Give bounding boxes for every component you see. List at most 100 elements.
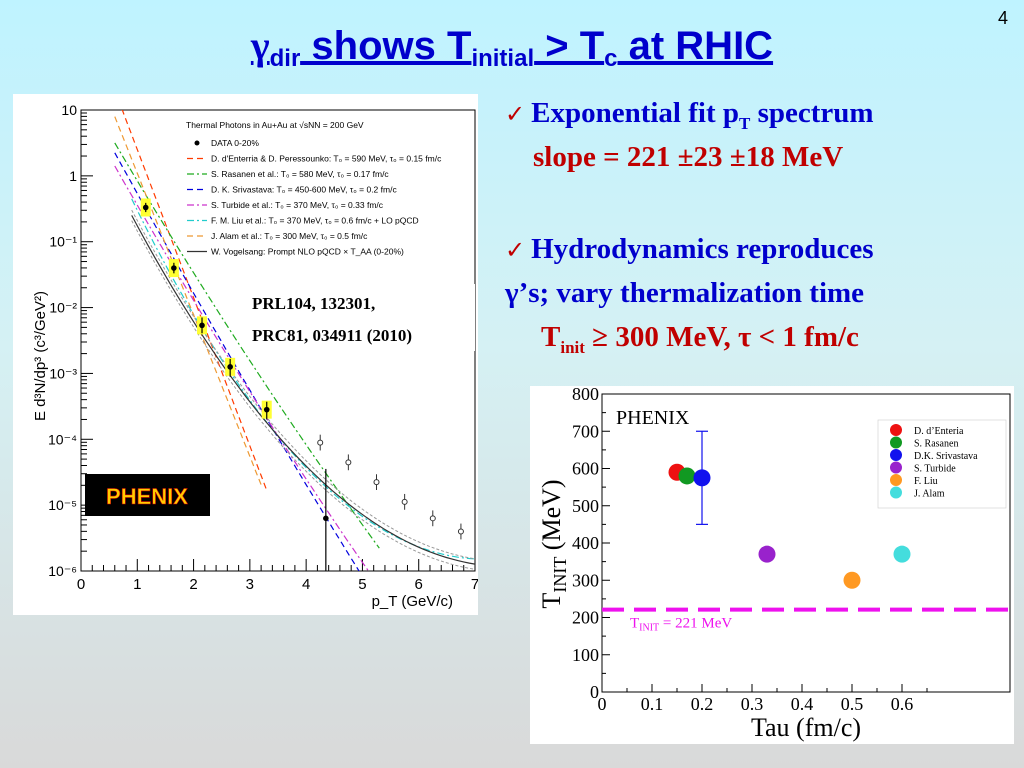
tinit-legend-swatch: [890, 436, 902, 449]
tinit-xtick-label: 0.1: [641, 694, 664, 714]
title-at: at RHIC: [617, 24, 774, 68]
spectrum-ref-point: [457, 528, 464, 535]
phenix-logo: [85, 474, 210, 516]
title-gamma: γ: [250, 23, 270, 68]
spectrum-data-point: [199, 322, 205, 329]
tinit-ytick-label: 600: [572, 459, 599, 479]
bullet-2-text-a: Hydrodynamics reproduces: [531, 233, 874, 265]
spectrum-chart: 0 1 2 3 4 5 6 7 10⁻⁶ 10⁻⁵ 10⁻⁴ 10⁻³ 10⁻² 10⁻¹ 1 10 Ther…: [13, 94, 479, 615]
spectrum-series-line: [114, 116, 262, 485]
tinit-ylabel: TINIT (MeV): [537, 479, 570, 608]
tinit-ytick-label: 400: [572, 533, 599, 553]
tinit-xtick-label: 0.4: [791, 694, 814, 714]
spectrum-xtick-label: 4: [302, 576, 310, 593]
title-sub-dir: dir: [269, 45, 301, 72]
spectrum-ytick-label: 1: [69, 168, 77, 184]
tinit-ytick-label: 100: [572, 645, 599, 665]
tinit-point: [693, 469, 711, 487]
tinit-chart: 0 0.1 0.2 0.3 0.4 0.5 0.6 0 100 200 300 400 500 600 70…: [530, 384, 1014, 744]
spectrum-data-point: [227, 364, 233, 370]
tinit-ytick-label: 800: [572, 386, 599, 404]
spectrum-ytick-label: 10⁻⁶: [48, 563, 77, 579]
spectrum-ref-point: [373, 479, 380, 486]
spectrum-series-line: [131, 215, 475, 565]
tinit-fit-label-t: T: [630, 616, 639, 632]
spectrum-xtick-label: 0: [77, 576, 85, 593]
spectrum-legend-label: D. d'Enterria & D. Peressounko: T₀ = 590…: [211, 154, 442, 164]
bullet-1: ✓ Exponential fit pT spectrum: [505, 92, 874, 136]
check-icon: ✓: [505, 100, 526, 128]
bullet-2-tinit: T: [541, 321, 561, 353]
tinit-xlabel: Tau (fm/c): [751, 713, 861, 742]
tinit-legend-swatch: [890, 486, 902, 499]
bullet-2-tinit-sub: init: [560, 337, 585, 357]
bullet-1-sub: T: [738, 113, 751, 133]
spectrum-xtick-label: 7: [471, 576, 478, 593]
tinit-ylabel-sub: INIT: [550, 557, 570, 593]
bullet-1-text-b: spectrum: [750, 97, 874, 129]
tinit-legend-label: D.K. Srivastava: [914, 451, 978, 462]
tinit-xtick-label: 0.5: [841, 694, 864, 714]
spectrum-ytick-label: 10⁻⁴: [48, 431, 77, 447]
tinit-chart-svg: 0 0.1 0.2 0.3 0.4 0.5 0.6 0 100 200 300 400 500 600 70…: [537, 384, 1011, 742]
spectrum-xlabel: p_T (GeV/c): [372, 593, 453, 610]
spectrum-ylabel: E d³N/dp³ (c³/GeV²): [32, 291, 49, 421]
spectrum-series-line: [114, 142, 380, 549]
tinit-ylabel-main: T: [537, 593, 566, 609]
tinit-ylabel-unit: (MeV): [537, 479, 566, 556]
spectrum-legend-label: D. K. Srivastava: T₀ = 450-600 MeV, τ₀ =…: [211, 185, 397, 195]
spectrum-band-line: [131, 220, 475, 570]
tinit-legend-label: D. d’Enteria: [914, 426, 964, 437]
tinit-fit-label-sub: INIT: [639, 623, 659, 634]
spectrum-band-line: [131, 209, 475, 560]
spectrum-data-point: [263, 406, 270, 413]
spectrum-legend-label: S. Rasanen et al.: T₀ = 580 MeV, τ₀ = 0.…: [211, 169, 389, 179]
spectrum-legend-label: J. Alam et al.: T₀ = 300 MeV, τ₀ = 0.5 f…: [211, 231, 368, 241]
spectrum-legend-swatch: [194, 140, 200, 146]
bullet-1-text-a: Exponential fit p: [531, 97, 739, 129]
bullet-2-line-2: γ’s; vary thermalization time: [505, 277, 865, 309]
tinit-ytick-label: 200: [572, 608, 599, 628]
spectrum-ref-point: [345, 459, 352, 466]
spectrum-data-point: [142, 204, 149, 211]
tinit-legend-swatch: [890, 474, 902, 486]
spectrum-ytick-label: 10⁻²: [49, 300, 77, 316]
spectrum-ytick-label: 10⁻³: [49, 365, 77, 381]
spectrum-ytick-label: 10: [61, 102, 77, 118]
title-gt: > T: [534, 24, 605, 68]
bullet-1-slope: slope = 221 ±23 ±18 MeV: [533, 141, 844, 173]
bullet-2: ✓ Hydrodynamics reproduces: [505, 228, 874, 272]
tinit-fit-label: TINIT = 221 MeV: [630, 616, 732, 634]
tinit-xtick-label: 0.6: [891, 694, 914, 714]
spectrum-xtick-label: 3: [246, 576, 254, 593]
spectrum-series-line: [131, 198, 475, 560]
spectrum-xtick-label: 5: [358, 576, 366, 593]
bullet-2-line-3: Tinit ≥ 300 MeV, τ < 1 fm/c: [541, 316, 859, 360]
tinit-point: [843, 571, 861, 589]
slide-title: γdir shows Tinitial > Tc at RHIC: [0, 22, 1024, 73]
tinit-fit-label-value: = 221 MeV: [659, 616, 732, 632]
spectrum-series-line: [114, 152, 360, 571]
phenix-logo-text: PHENIX: [106, 484, 188, 509]
spectrum-series-line: [121, 110, 268, 491]
spectrum-xtick-label: 2: [189, 576, 197, 593]
tinit-ytick-label: 500: [572, 496, 599, 516]
tinit-ytick-label: 300: [572, 570, 599, 590]
reference-box: [246, 284, 475, 351]
tinit-legend-label: S. Rasanen: [914, 439, 958, 450]
tinit-ytick-label: 700: [572, 421, 599, 441]
spectrum-data-point: [323, 515, 329, 522]
tinit-legend-swatch: [890, 461, 902, 474]
spectrum-data-point: [171, 265, 177, 271]
spectrum-chart-svg: 0 1 2 3 4 5 6 7 10⁻⁶ 10⁻⁵ 10⁻⁴ 10⁻³ 10⁻² 10⁻¹ 1 10 Ther…: [32, 102, 479, 610]
spectrum-legend-title: Thermal Photons in Au+Au at √sNN = 200 G…: [186, 120, 364, 130]
reference-line-1: PRL104, 132301,: [252, 294, 375, 313]
spectrum-legend-label: DATA 0-20%: [211, 138, 259, 148]
reference-line-2: PRC81, 034911 (2010): [252, 326, 412, 345]
spectrum-ref-point: [317, 439, 324, 446]
tinit-title: PHENIX: [616, 407, 690, 429]
tinit-legend-label: S. Turbide: [914, 464, 956, 475]
tinit-ylabel-text: TINIT (MeV): [537, 479, 570, 608]
spectrum-legend-label: F. M. Liu et al.: T₀ = 370 MeV, τ₀ = 0.6…: [211, 216, 419, 226]
spectrum-ref-point: [401, 498, 408, 505]
